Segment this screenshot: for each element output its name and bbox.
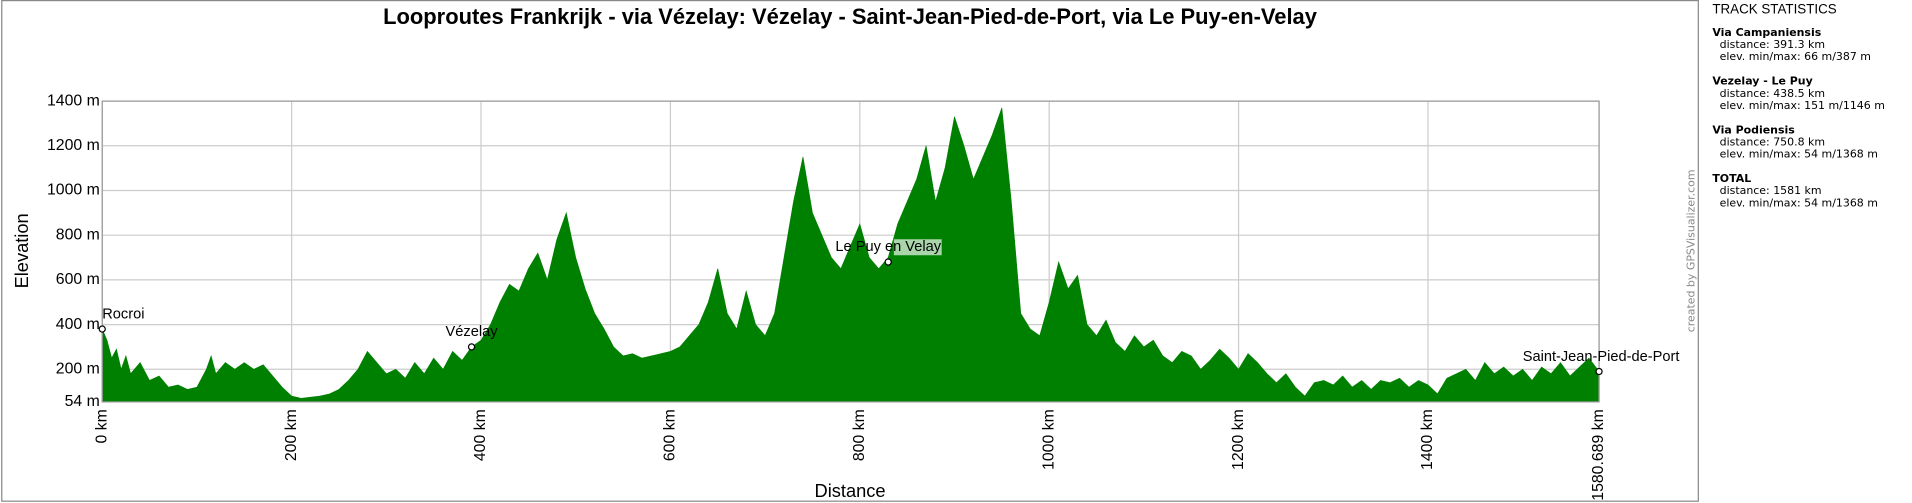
waypoint-label: Le Puy en Velay — [835, 239, 941, 255]
y-tick-label: 600 m — [56, 271, 100, 288]
track-distance: distance: 750.8 km — [1720, 135, 1825, 148]
waypoint-label: Saint-Jean-Pied-de-Port — [1523, 349, 1680, 365]
waypoint — [884, 258, 892, 266]
x-tick-label: 200 km — [283, 409, 300, 461]
track-elevation: elev. min/max: 66 m/387 m — [1720, 50, 1871, 63]
x-tick-label: 800 km — [851, 409, 868, 461]
track-name: Vezelay - Le Puy — [1712, 75, 1812, 88]
waypoint — [467, 343, 476, 351]
x-tick-label: 400 km — [472, 409, 489, 461]
y-tick-label: 1200 m — [47, 137, 100, 154]
y-tick-label: 400 m — [56, 316, 100, 333]
credit: created by GPSVisualizer.com — [1685, 170, 1698, 333]
elevation-area — [101, 107, 1600, 403]
track-distance: distance: 438.5 km — [1720, 87, 1825, 100]
y-axis-label: Elevation — [11, 213, 32, 288]
label-background — [893, 239, 942, 256]
track-distance: distance: 391.3 km — [1720, 38, 1825, 51]
chart-title: Looproutes Frankrijk - via Vézelay: Véze… — [383, 4, 1318, 29]
track-distance: distance: 1581 km — [1720, 184, 1822, 197]
track-elevation: elev. min/max: 151 m/1146 m — [1720, 99, 1885, 112]
waypoint — [98, 325, 106, 333]
x-tick-label: 600 km — [662, 409, 679, 461]
y-tick-label: 1400 m — [47, 92, 100, 109]
waypoint-label: Vézelay — [446, 324, 499, 340]
waypoint — [1595, 367, 1603, 376]
x-tick-label: 1400 km — [1419, 409, 1436, 470]
y-tick-label: 800 m — [56, 226, 100, 243]
x-axis-label: Distance — [815, 480, 886, 501]
track-elevation: elev. min/max: 54 m/1368 m — [1720, 148, 1878, 161]
x-tick-label: 1200 km — [1230, 409, 1247, 470]
track-elevation: elev. min/max: 54 m/1368 m — [1720, 196, 1878, 209]
x-tick-label: 1580.689 km — [1590, 409, 1607, 501]
track-name: Via Podiensis — [1712, 123, 1794, 136]
track-name: TOTAL — [1712, 172, 1751, 185]
track-name: Via Campaniensis — [1712, 26, 1821, 39]
stats-title: TRACK STATISTICS — [1712, 1, 1836, 16]
y-tick-label: 200 m — [56, 360, 100, 377]
x-tick-label: 1000 km — [1040, 409, 1057, 470]
x-tick-label: 0 km — [93, 409, 110, 443]
y-tick-label: 54 m — [65, 393, 100, 410]
waypoint-label: Rocroi — [102, 306, 144, 322]
y-tick-label: 1000 m — [47, 182, 100, 199]
plot-border — [101, 100, 1600, 403]
